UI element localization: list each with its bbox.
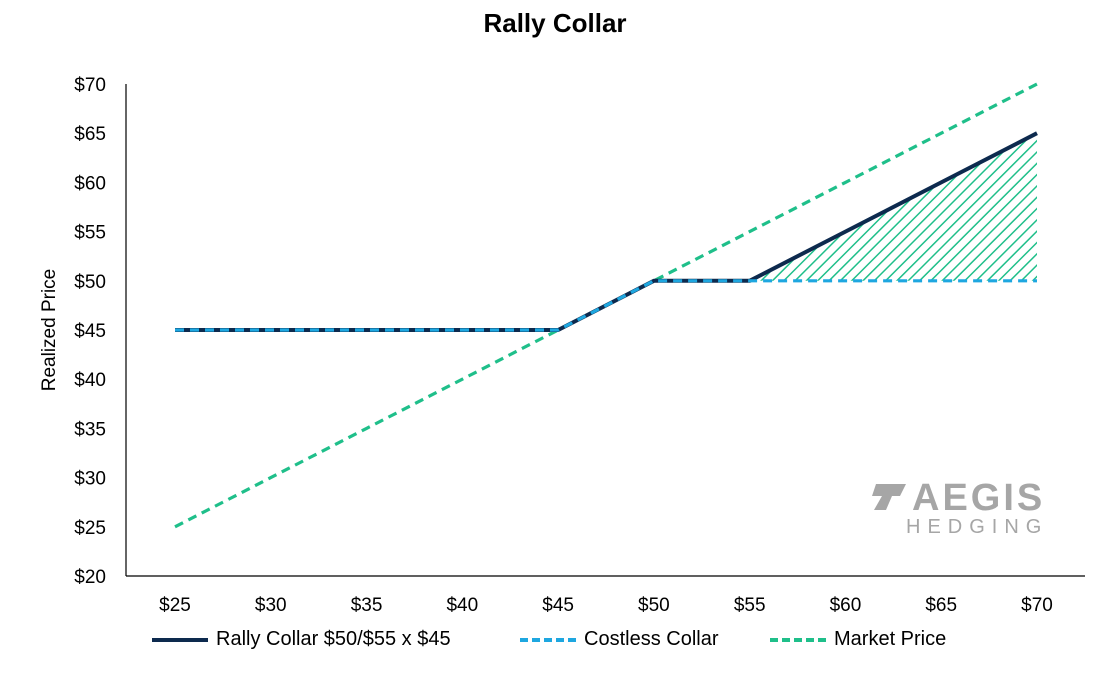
legend-label-rally-collar: Rally Collar $50/$55 x $45 [216, 628, 451, 650]
y-tick-label: $35 [74, 419, 106, 440]
legend-label-costless-collar: Costless Collar [584, 628, 719, 650]
x-tick-label: $70 [1021, 595, 1053, 616]
x-tick-label: $40 [446, 595, 478, 616]
y-tick-label: $70 [74, 75, 106, 96]
legend-swatch-rally-collar [152, 637, 208, 642]
legend-item-rally-collar: Rally Collar $50/$55 x $45 [152, 628, 451, 651]
legend-swatch-costless-collar [520, 637, 576, 642]
x-tick-label: $55 [734, 595, 766, 616]
x-tick-label: $25 [159, 595, 191, 616]
logo-text-aegis: AEGIS [912, 478, 1045, 519]
logo-text-hedging: HEDGING [906, 516, 1048, 538]
y-tick-label: $40 [74, 370, 106, 391]
y-tick-label: $60 [74, 173, 106, 194]
y-tick-label: $50 [74, 272, 106, 293]
legend-label-market-price: Market Price [834, 628, 947, 650]
x-tick-label: $30 [255, 595, 287, 616]
x-tick-label: $65 [925, 595, 957, 616]
chart-title: Rally Collar [483, 8, 627, 38]
x-tick-label: $60 [830, 595, 862, 616]
legend: Rally Collar $50/$55 x $45 Costless Coll… [0, 628, 1110, 658]
x-tick-label: $50 [638, 595, 670, 616]
y-axis-label: Realized Price [39, 269, 60, 392]
x-tick-label: $35 [351, 595, 383, 616]
logo-mark-icon [872, 484, 906, 510]
series-costless-collar-line [175, 279, 1037, 332]
y-tick-label: $45 [74, 321, 106, 342]
legend-item-market-price: Market Price [770, 628, 946, 651]
legend-swatch-market-price [770, 637, 826, 642]
y-tick-label: $55 [74, 223, 106, 244]
y-tick-label: $65 [74, 124, 106, 145]
x-tick-label: $45 [542, 595, 574, 616]
legend-item-costless-collar: Costless Collar [520, 628, 718, 651]
y-tick-label: $20 [74, 567, 106, 588]
y-tick-label: $30 [74, 469, 106, 490]
y-tick-label: $25 [74, 518, 106, 539]
